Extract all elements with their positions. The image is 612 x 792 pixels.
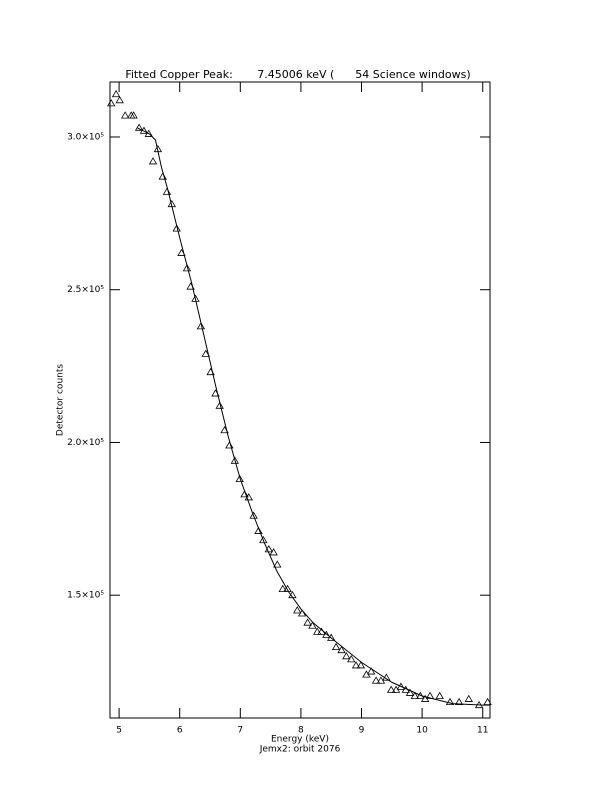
data-point [249,511,258,519]
chart-title: Fitted Copper Peak: 7.45006 keV ( 54 Sci… [125,68,470,81]
data-point [144,129,153,137]
y-axis-label: Detector counts [56,364,66,436]
data-point [405,688,415,696]
data-point [347,655,356,663]
data-point [182,264,192,272]
data-point [254,526,263,534]
plot-frame [109,81,491,719]
data-point [259,535,268,544]
data-point [191,294,200,302]
data-point [148,157,158,165]
data-point [308,621,317,629]
subtitle: Jemx2: orbit 2076 [259,745,341,755]
x-tick-label: 5 [116,726,122,736]
y-tick-label: 3.0×10⁵ [67,132,104,142]
y-tick-label: 1.5×10⁵ [67,591,104,601]
data-point [215,401,224,409]
data-point [127,111,136,119]
data-point [313,627,322,635]
data-point [196,322,206,330]
data-point [201,349,210,357]
data-point [111,89,121,98]
x-tick-label: 6 [177,726,183,736]
data-point [387,685,396,693]
fit-line [137,127,490,706]
data-point [129,111,138,119]
data-point [172,224,181,232]
data-point [410,691,420,699]
data-point [240,490,249,498]
data-point [464,694,473,702]
data-point [107,99,116,107]
data-point [115,96,124,104]
data-point [327,633,336,641]
data-point [396,682,406,690]
data-point [351,661,361,669]
data-point [158,172,167,180]
x-tick-label: 11 [477,726,488,736]
data-point [356,661,366,669]
y-tick-label: 2.0×10⁵ [67,438,104,448]
data-point [367,667,376,675]
x-tick-label: 10 [416,726,428,736]
data-point [162,187,172,195]
x-tick-label: 8 [298,726,304,736]
data-point [278,584,287,592]
data-point [235,474,244,483]
data-point [483,697,492,706]
data-point [322,630,331,638]
data-point [435,691,444,699]
x-tick-label: 7 [237,726,243,736]
data-point [342,652,351,660]
data-point [337,645,346,654]
x-axis-label: Energy (keV) [271,735,329,745]
data-point [225,441,234,449]
data-point [273,560,282,568]
data-point [269,548,278,556]
data-point [120,111,130,119]
y-tick-label: 2.5×10⁵ [67,285,104,295]
data-point [134,123,144,131]
data-point [454,697,464,706]
data-point [371,676,381,684]
data-point [283,584,292,592]
data-point [303,618,312,626]
data-point [331,642,341,651]
data-point [293,606,302,614]
data-point [445,697,455,706]
data-point [230,456,240,464]
x-tick-label: 9 [359,726,365,736]
